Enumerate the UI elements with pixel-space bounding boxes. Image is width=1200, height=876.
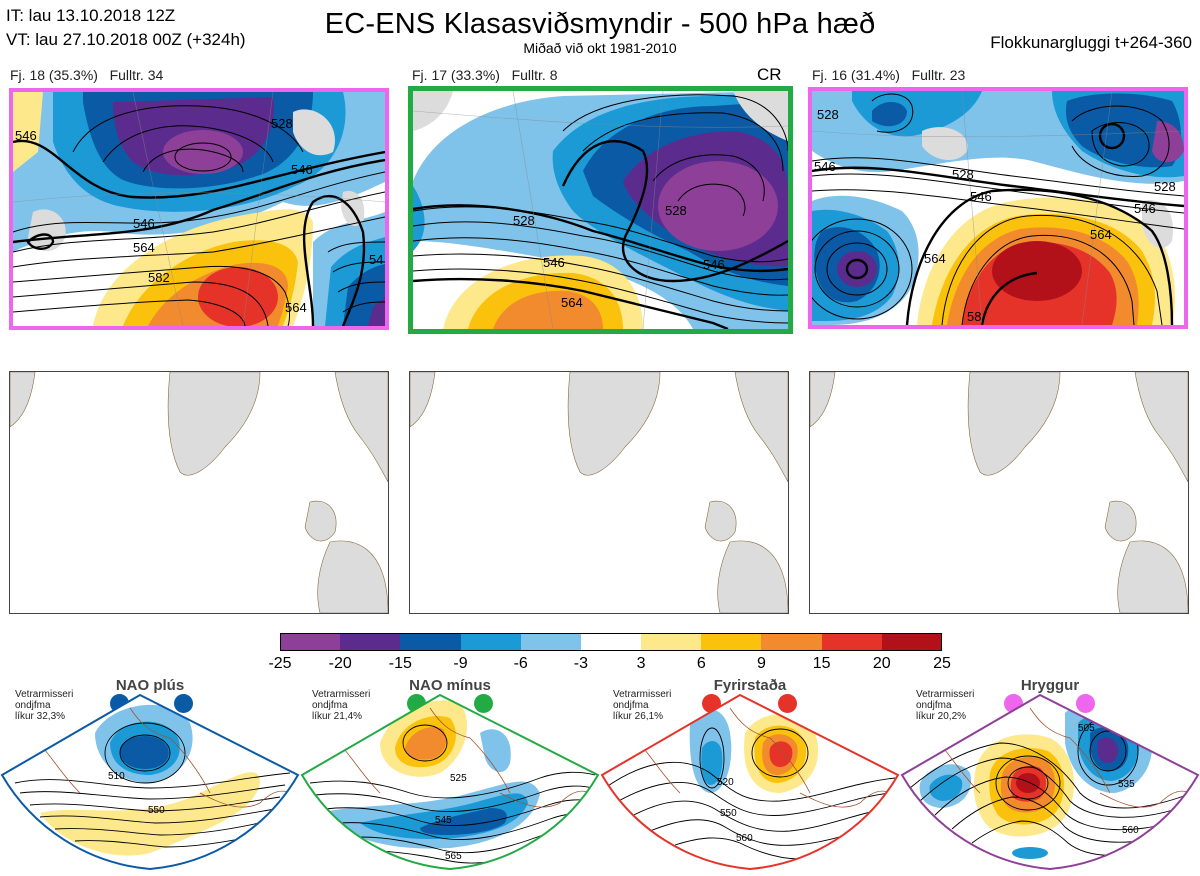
colorbar-segment	[280, 633, 341, 651]
colorbar-tick-label: 20	[872, 655, 891, 672]
regime-3-contour-label: 550	[720, 808, 737, 819]
colorbar-segment	[821, 633, 883, 651]
regime-3-map: 520 550 560	[600, 693, 900, 871]
regime-1-map: 510 550	[0, 693, 300, 871]
cluster-2-contour-label: 564	[561, 295, 583, 310]
colorbar-tick-label: -9	[453, 655, 468, 672]
cluster-3-label: Fj. 16 (31.4%) Fulltr. 23	[812, 67, 966, 83]
cluster-2-badge: CR	[757, 65, 782, 84]
colorbar-tick-label: -15	[388, 655, 412, 672]
colorbar-tick-label: 3	[636, 655, 646, 672]
empty-map-1	[9, 371, 389, 614]
regime-3-contour-label: 560	[736, 833, 753, 844]
cluster-3-contour-label: 528	[817, 107, 839, 122]
regime-2-map: 525 545 565	[300, 693, 600, 871]
regime-4-dot	[1076, 694, 1095, 713]
valid-time: VT: lau 27.10.2018 00Z (+324h)	[6, 30, 246, 49]
colorbar-tick-label: -25	[268, 655, 292, 672]
regime-3-dot	[778, 694, 797, 713]
colorbar-tick-label: 25	[933, 655, 951, 672]
colorbar-tick-label: 6	[696, 655, 706, 672]
regime-2-note: Vetrarmisseri ondjfma líkur 21,4%	[312, 689, 371, 722]
empty-map-2	[409, 371, 789, 614]
page-subtitle: Miðað við okt 1981-2010	[523, 40, 677, 56]
cluster-2-label: Fj. 17 (33.3%) Fulltr. 8	[412, 67, 558, 83]
regime-3-title: Fyrirstaða	[713, 677, 787, 694]
regime-3-note: Vetrarmisseri ondjfma líkur 26,1%	[613, 689, 672, 722]
regime-3-contour-label: 520	[717, 777, 734, 788]
cluster-3-contour-label: 546	[1134, 201, 1156, 216]
cluster-1-contour-label: 564	[133, 240, 155, 255]
cluster-1-contour-label: 528	[271, 116, 293, 131]
cluster-1-contour-label: 546	[15, 128, 37, 143]
cluster-3-contour-label: 564	[924, 251, 946, 266]
colorbar-segment	[641, 633, 702, 651]
regime-1-title: NAO plús	[115, 677, 185, 694]
colorbar-segment	[460, 633, 522, 651]
regime-2-contour-label: 545	[435, 815, 452, 826]
colorbar-tick-label: -3	[573, 655, 589, 672]
regime-1-dot	[174, 694, 193, 713]
colorbar-segment	[761, 633, 823, 651]
colorbar-tick-label: 15	[812, 655, 831, 672]
classification-window: Flokkunargluggi t+264-360	[990, 33, 1192, 52]
cluster-1-map: 546 528 546 546 564 582 564 54	[9, 88, 389, 330]
regime-2-dot	[474, 694, 493, 713]
regime-2-contour-label: 525	[450, 773, 467, 784]
empty-map-3	[809, 371, 1189, 614]
cluster-3-contour-label: 546	[970, 189, 992, 204]
regime-4-title: Hryggur	[1020, 677, 1080, 694]
regime-1-contour-label: 550	[148, 805, 165, 816]
colorbar-segment	[400, 633, 462, 651]
cluster-3-contour-label: 546	[814, 159, 836, 174]
regime-4-contour-label: 505	[1078, 723, 1095, 734]
cluster-1-label: Fj. 18 (35.3%) Fulltr. 34	[10, 67, 164, 83]
cluster-3-contour-label: 528	[952, 167, 974, 182]
cluster-2-contour-label: 546	[543, 255, 565, 270]
regime-4-contour-label: 560	[1122, 825, 1139, 836]
cluster-1-contour-label: 54	[369, 252, 383, 267]
page-title: EC-ENS Klasasviðsmyndir - 500 hPa hæð	[324, 8, 876, 40]
regime-4-map: 505 535 560	[900, 693, 1200, 871]
regime-4-note: Vetrarmisseri ondjfma líkur 20,2%	[916, 689, 975, 722]
cluster-1-contour-label: 564	[285, 300, 307, 315]
colorbar-segment	[520, 633, 582, 651]
colorbar-frame	[280, 633, 942, 651]
regime-2-title: NAO mínus	[409, 677, 491, 694]
cluster-2-map: 528 546 564 528 546	[408, 86, 793, 334]
colorbar-tick-label: -6	[513, 655, 528, 672]
regime-2-contour-label: 565	[445, 851, 462, 862]
colorbar-tick-label: -20	[328, 655, 352, 672]
cluster-2-contour-label: 546	[703, 257, 725, 272]
colorbar-tick-label: 9	[757, 655, 766, 672]
cluster-3-contour-label: 564	[1090, 227, 1112, 242]
regime-4-contour-label: 535	[1118, 779, 1135, 790]
regime-1-contour-label: 510	[108, 771, 125, 782]
colorbar-segment	[580, 633, 642, 651]
colorbar-segment	[881, 633, 943, 651]
issue-time: IT: lau 13.10.2018 12Z	[6, 6, 176, 25]
cluster-1-contour-label: 582	[148, 270, 170, 285]
regime-1-note: Vetrarmisseri ondjfma líkur 32,3%	[15, 689, 74, 722]
cluster-2-contour-label: 528	[665, 203, 687, 218]
cluster-1-contour-label: 546	[291, 162, 313, 177]
colorbar-segment	[340, 633, 401, 651]
cluster-1-contour-label: 546	[133, 216, 155, 231]
cluster-3-contour-label: 528	[1154, 179, 1176, 194]
colorbar-segment	[701, 633, 762, 651]
cluster-3-contour-label: 58	[967, 309, 981, 324]
cluster-2-contour-label: 528	[513, 213, 535, 228]
cluster-3-map: 528 546 528 546 564 564 546 528 58	[808, 87, 1188, 329]
